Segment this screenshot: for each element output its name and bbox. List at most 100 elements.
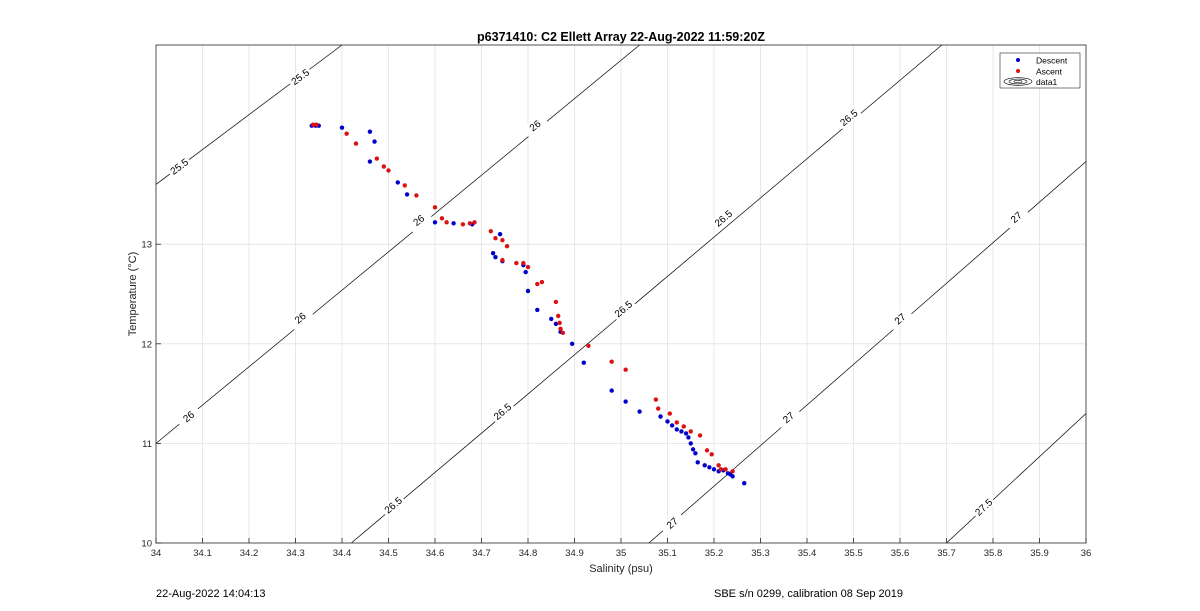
x-tick-label-20: 36 — [1081, 548, 1092, 559]
descent-point-23 — [569, 341, 575, 346]
ascent-point-26 — [556, 313, 561, 319]
ascent-point-13 — [467, 221, 473, 226]
ascent-point-35 — [667, 411, 673, 416]
x-tick-label-15: 35.5 — [844, 548, 863, 559]
x-tick-label-19: 35.9 — [1030, 548, 1049, 559]
ascent-point-24 — [539, 279, 545, 285]
descent-point-19 — [535, 307, 540, 313]
x-tick-label-3: 34.3 — [286, 548, 305, 559]
descent-point-3 — [339, 125, 345, 130]
descent-point-18 — [525, 288, 531, 294]
contour-label-bg-4-0 — [970, 494, 997, 520]
descent-point-46 — [730, 474, 735, 479]
ascent-point-21 — [521, 260, 526, 266]
x-tick-label-8: 34.8 — [519, 548, 538, 559]
x-tick-label-6: 34.6 — [426, 548, 445, 559]
ascent-point-42 — [716, 463, 721, 468]
descent-point-14 — [497, 232, 503, 237]
contour-label-bg-1-0 — [175, 404, 202, 429]
descent-point-29 — [665, 419, 670, 424]
descent-point-7 — [395, 180, 400, 185]
ascent-point-18 — [500, 257, 505, 263]
x-tick-label-9: 34.9 — [565, 548, 584, 559]
y-tick-label-3: 13 — [141, 240, 152, 251]
ascent-point-31 — [609, 359, 614, 364]
ascent-point-4 — [374, 156, 380, 161]
descent-point-39 — [702, 463, 707, 468]
ascent-point-39 — [697, 433, 703, 438]
ascent-point-10 — [439, 216, 445, 221]
ascent-point-3 — [353, 141, 359, 146]
x-tick-label-7: 34.7 — [472, 548, 491, 559]
ascent-point-15 — [488, 229, 493, 234]
contour-label-bg-2-3 — [710, 205, 737, 231]
footer-instrument-info: SBE s/n 0299, calibration 08 Sep 2019 — [714, 588, 903, 600]
ascent-point-17 — [500, 238, 505, 243]
ascent-point-7 — [402, 183, 407, 188]
y-tick-label-1: 11 — [142, 439, 152, 450]
x-tick-label-16: 35.6 — [891, 548, 910, 559]
ascent-point-29 — [560, 330, 566, 336]
ascent-point-6 — [386, 168, 391, 173]
contour-label-bg-1-3 — [521, 113, 549, 138]
x-tick-label-2: 34.2 — [240, 548, 259, 559]
x-tick-label-13: 35.3 — [751, 548, 770, 559]
descent-point-8 — [404, 192, 410, 197]
legend-label-data1: data1 — [1036, 77, 1058, 87]
ascent-point-45 — [730, 469, 735, 474]
descent-point-5 — [372, 139, 377, 144]
ascent-point-32 — [623, 367, 628, 372]
contour-label-bg-0-0 — [166, 154, 193, 179]
descent-point-24 — [581, 360, 586, 365]
legend-marker-ascent — [1016, 69, 1020, 73]
contour-label-bg-3-1 — [775, 405, 802, 430]
legend-box — [999, 52, 1081, 89]
contour-label-bg-0-1 — [286, 64, 314, 89]
descent-point-21 — [553, 321, 559, 327]
descent-point-10 — [451, 221, 456, 226]
chart-title: p6371410: C2 Ellett Array 22-Aug-2022 11… — [477, 30, 765, 44]
ascent-point-25 — [553, 299, 559, 305]
descent-point-20 — [549, 316, 554, 322]
x-tick-label-17: 35.7 — [937, 548, 956, 559]
descent-point-40 — [707, 465, 712, 470]
y-tick-label-0: 10 — [141, 539, 152, 550]
contour-label-bg-3-0 — [659, 510, 686, 536]
contour-line-27.5 — [946, 413, 1087, 544]
legend: Descent Ascent data1 — [999, 52, 1081, 89]
plot-area: 25.525.52626262626.526.526.526.526.52727… — [155, 44, 1087, 544]
ascent-point-36 — [674, 420, 679, 425]
grid-lines — [156, 45, 1086, 543]
descent-point-6 — [367, 159, 373, 164]
contour-label-bg-1-1 — [287, 305, 314, 331]
contour-label-bg-3-3 — [1003, 204, 1030, 230]
ascent-point-37 — [681, 424, 686, 429]
descent-point-33 — [683, 431, 689, 436]
ascent-point-34 — [656, 406, 661, 411]
ascent-point-28 — [558, 326, 563, 332]
descent-point-47 — [742, 481, 747, 486]
descent-point-27 — [637, 409, 642, 414]
data-points — [309, 122, 747, 486]
x-tick-label-12: 35.2 — [705, 548, 724, 559]
ascent-point-19 — [504, 243, 510, 249]
legend-marker-descent — [1016, 58, 1020, 62]
ascent-point-33 — [653, 397, 659, 402]
ascent-point-20 — [514, 260, 519, 266]
ascent-point-12 — [460, 222, 466, 227]
contour-label-bg-3-2 — [887, 306, 913, 332]
contour-label-bg-1-2 — [405, 208, 432, 233]
ascent-point-0 — [310, 122, 316, 127]
x-tick-label-0: 34 — [151, 548, 162, 559]
x-tick-label-11: 35.1 — [658, 548, 677, 559]
legend-label-ascent: Ascent — [1036, 67, 1063, 77]
descent-point-9 — [432, 220, 438, 225]
ascent-point-14 — [472, 220, 477, 225]
ascent-point-30 — [586, 343, 591, 348]
descent-point-26 — [623, 399, 628, 404]
descent-point-17 — [523, 269, 528, 275]
descent-point-30 — [669, 423, 675, 428]
legend-contour-icon — [1003, 77, 1033, 86]
ascent-point-11 — [444, 220, 449, 225]
